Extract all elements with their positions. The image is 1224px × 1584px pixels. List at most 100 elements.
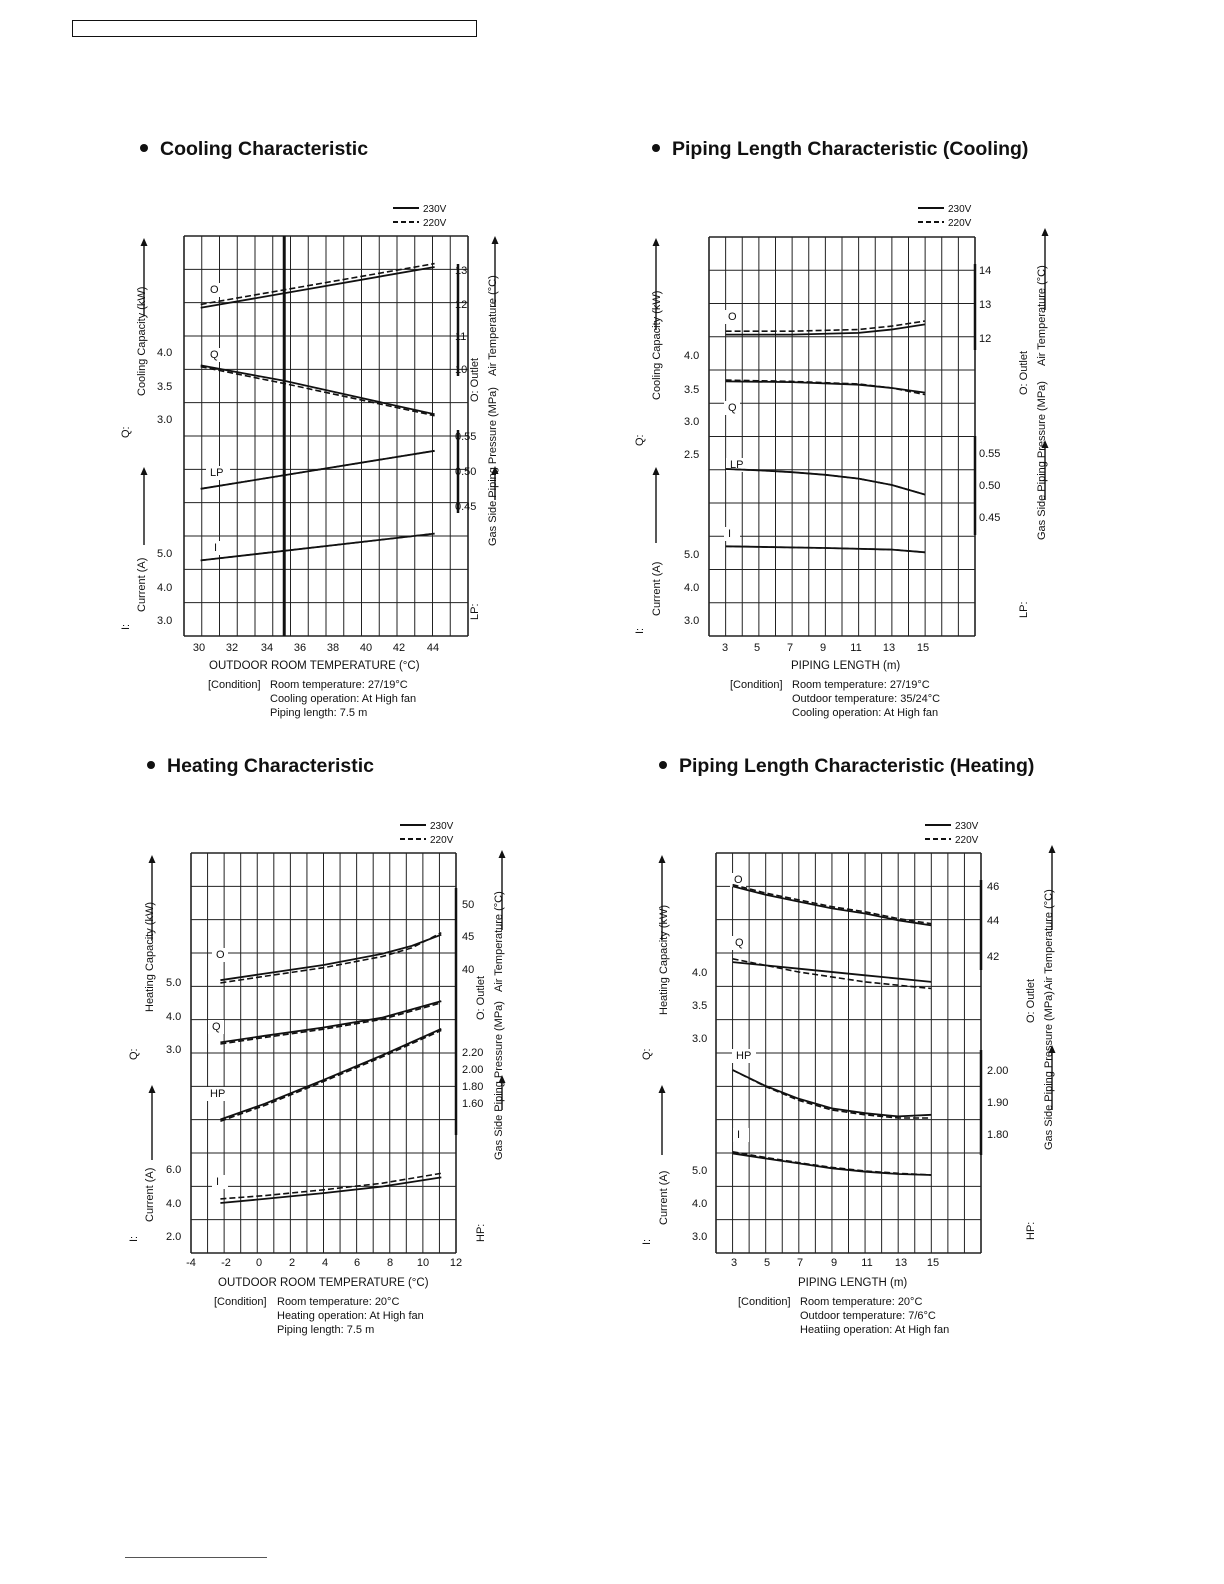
- curve-label-i: I: [737, 1129, 740, 1141]
- y-axis-label-outlet-temp: Air Temperature (°C): [487, 275, 499, 376]
- y-tick-label-capacity: 3.0: [692, 1033, 707, 1045]
- x-axis-label: PIPING LENGTH (m): [791, 660, 900, 672]
- y-tick-label-capacity: 3.5: [692, 1000, 707, 1012]
- x-tick-label: 8: [387, 1257, 393, 1269]
- y-axis-label-pressure: Gas Side Piping Pressure (MPa): [487, 387, 499, 546]
- y-tick-label-current: 4.0: [684, 582, 699, 594]
- y-tick-label-outlet-temp: 10: [455, 364, 467, 376]
- axis-arrow-left-head: [658, 855, 666, 863]
- y-tick-label-current: 3.0: [692, 1231, 707, 1243]
- axis-arrow-right-head: [491, 466, 499, 474]
- y-tick-label-pressure: 0.45: [979, 512, 1000, 524]
- curve-label-background: [208, 1020, 224, 1034]
- x-tick-label: 6: [354, 1257, 360, 1269]
- y-axis-symbol-pressure: HP:: [1025, 1222, 1037, 1240]
- legend-label-220v: 220V: [955, 835, 979, 846]
- curve-label-background: [206, 466, 230, 480]
- y-tick-label-current: 4.0: [157, 582, 172, 594]
- condition-line: Piping length: 7.5 m: [270, 707, 367, 719]
- condition-line: Piping length: 7.5 m: [277, 1324, 374, 1336]
- y-tick-label-capacity: 3.0: [166, 1044, 181, 1056]
- y-axis-symbol-capacity: Q:: [120, 426, 132, 438]
- y-axis-label-outlet-temp: Air Temperature (°C): [493, 891, 505, 992]
- y-axis-label-current: Current (A): [144, 1168, 156, 1222]
- x-tick-label: 15: [917, 642, 929, 654]
- y-tick-label-pressure: 1.80: [462, 1081, 483, 1093]
- y-axis-label-outlet-symbol: O: Outlet: [1018, 351, 1030, 395]
- x-tick-label: 13: [895, 1257, 907, 1269]
- y-tick-label-current: 3.0: [684, 615, 699, 627]
- chart-title-text: Piping Length Characteristic (Heating): [679, 755, 1035, 777]
- x-tick-label: 12: [450, 1257, 462, 1269]
- x-tick-label: 11: [850, 642, 861, 654]
- y-tick-label-outlet-temp: 45: [462, 931, 474, 943]
- y-tick-label-capacity: 3.0: [157, 414, 172, 426]
- curve-label-o: O: [734, 874, 743, 886]
- piping-length-cooling-chart: 4.0 3.5 3.0 2.5 5.0 4.0 3.0 14 13 12 0.55 0.50 0.45 3…: [634, 204, 1049, 719]
- y-tick-label-outlet-temp: 11: [455, 331, 466, 343]
- curve-label-q: Q: [728, 402, 737, 414]
- curve-label-q: Q: [212, 1021, 221, 1033]
- y-tick-label-pressure: 0.50: [979, 480, 1000, 492]
- chart-title-piping-cooling: Piping Length Characteristic (Cooling): [652, 138, 1028, 161]
- series-line-220v-i: [200, 532, 435, 562]
- curve-label-o: O: [216, 949, 225, 961]
- axis-arrow-left-head: [148, 855, 156, 863]
- y-axis-label-current: Current (A): [651, 562, 663, 616]
- condition-line: Heatiing operation: At High fan: [800, 1324, 949, 1336]
- y-tick-label-current: 6.0: [166, 1164, 181, 1176]
- x-tick-label: 40: [360, 642, 372, 654]
- curve-label-background: [206, 348, 222, 362]
- curve-label-q: Q: [735, 937, 744, 949]
- y-axis-symbol-pressure: LP:: [469, 603, 481, 620]
- curve-label-background: [730, 873, 746, 887]
- x-axis-label: OUTDOOR ROOM TEMPERATURE (°C): [209, 660, 420, 672]
- y-tick-label-capacity: 4.0: [166, 1011, 181, 1023]
- condition-label: [Condition]: [214, 1296, 267, 1308]
- y-tick-label-current: 5.0: [684, 549, 699, 561]
- y-axis-label-capacity: Cooling Capacity (kW): [651, 291, 663, 400]
- condition-line: Cooling operation: At High fan: [792, 707, 938, 719]
- bullet-icon: [652, 143, 660, 152]
- curve-label-background: [212, 1175, 228, 1189]
- y-axis-label-current: Current (A): [136, 558, 148, 612]
- condition-line: Outdoor temperature: 7/6°C: [800, 1310, 936, 1322]
- series-line-220v-i: [725, 545, 926, 554]
- series-line-220v-p: [732, 1069, 932, 1119]
- condition-line: Room temperature: 27/19°C: [270, 679, 408, 691]
- curve-label-q: Q: [210, 349, 219, 361]
- y-axis-label-current: Current (A): [658, 1171, 670, 1225]
- x-tick-label: 11: [861, 1257, 872, 1269]
- condition-line: Cooling operation: At High fan: [270, 693, 416, 705]
- y-axis-label-outlet-temp: Air Temperature (°C): [1043, 889, 1055, 990]
- series-line-220v-o: [200, 262, 435, 306]
- condition-label: [Condition]: [738, 1296, 791, 1308]
- x-tick-label: 30: [193, 642, 205, 654]
- chart-title-text: Heating Characteristic: [167, 755, 374, 777]
- axis-arrow-left-head: [140, 467, 148, 475]
- series-line-220v-p: [725, 468, 926, 496]
- legend-label-230v: 230V: [423, 204, 447, 215]
- legend-label-230v: 230V: [430, 821, 454, 832]
- y-axis-label-pressure: Gas Side Piping Pressure (MPa): [493, 1001, 505, 1160]
- series-line-220v-p: [220, 1029, 442, 1122]
- y-tick-label-capacity: 3.5: [157, 381, 172, 393]
- x-tick-label: 3: [722, 642, 728, 654]
- condition-line: Outdoor temperature: 35/24°C: [792, 693, 940, 705]
- y-tick-label-capacity: 2.5: [684, 449, 699, 461]
- x-tick-label: 42: [393, 642, 405, 654]
- x-tick-label: 36: [294, 642, 306, 654]
- x-tick-label: 9: [831, 1257, 837, 1269]
- curve-label-background: [733, 1128, 749, 1142]
- chart-content: 4.0 3.5 3.0 2.5 5.0 4.0 3.0 14 13 12 0.55 0.50 0.45 3…: [634, 204, 1049, 719]
- y-axis-symbol-capacity: Q:: [128, 1048, 140, 1060]
- bullet-icon: [659, 760, 667, 769]
- cooling-characteristic-chart: 4.0 3.5 3.0 5.0 4.0 3.0 13 12 11 10 0.55 0.50 0.45 30…: [120, 204, 499, 719]
- x-tick-label: 13: [883, 642, 895, 654]
- y-tick-label-pressure: 0.45: [455, 501, 476, 513]
- y-axis-symbol-current: I:: [634, 628, 646, 634]
- y-tick-label-pressure: 1.90: [987, 1097, 1008, 1109]
- chart-content: 4.0 3.5 3.0 5.0 4.0 3.0 46 44 42 2.00 1.90 1.80 3 5 7 9…: [641, 821, 1056, 1336]
- axis-arrow-right-head: [498, 850, 506, 858]
- y-tick-label-pressure: 1.60: [462, 1098, 483, 1110]
